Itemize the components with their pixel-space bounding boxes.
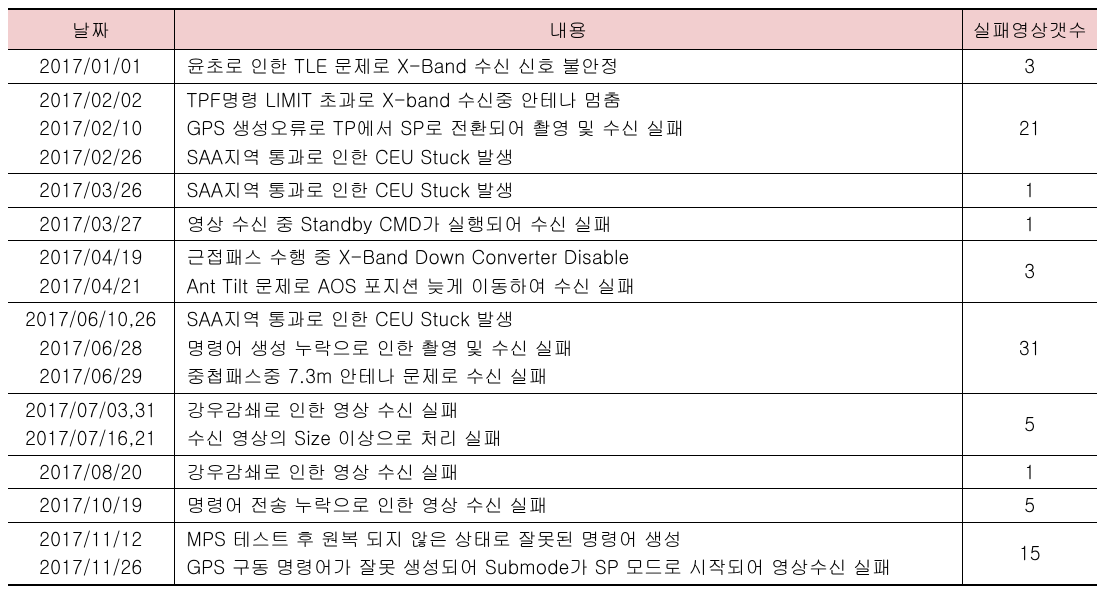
cell-date: 2017/08/20 [8, 455, 174, 489]
cell-count: 3 [962, 241, 1097, 303]
table-row: 2017/04/19 2017/04/21 근접패스 수행 중 X-Band D… [8, 241, 1097, 303]
cell-count: 21 [962, 83, 1097, 174]
table-row: 2017/01/01 윤초로 인한 TLE 문제로 X-Band 수신 신호 불… [8, 50, 1097, 84]
table-header: 날짜 내용 실패영상갯수 [8, 9, 1097, 50]
cell-content: SAA지역 통과로 인한 CEU Stuck 발생 명령어 생성 누락으로 인한… [174, 303, 962, 394]
cell-content: 강우감쇄로 인한 영상 수신 실패 [174, 455, 962, 489]
cell-date: 2017/03/26 [8, 174, 174, 208]
table-row: 2017/07/03,31 2017/07/16,21 강우감쇄로 인한 영상 … [8, 393, 1097, 455]
cell-count: 1 [962, 455, 1097, 489]
table-row: 2017/03/26 SAA지역 통과로 인한 CEU Stuck 발생 1 [8, 174, 1097, 208]
cell-content: 윤초로 인한 TLE 문제로 X-Band 수신 신호 불안정 [174, 50, 962, 84]
cell-count: 1 [962, 174, 1097, 208]
header-content: 내용 [174, 9, 962, 50]
header-count: 실패영상갯수 [962, 9, 1097, 50]
cell-content: TPF명령 LIMIT 초과로 X-band 수신중 안테나 멈춤 GPS 생성… [174, 83, 962, 174]
cell-date: 2017/07/03,31 2017/07/16,21 [8, 393, 174, 455]
table-row: 2017/06/10,26 2017/06/28 2017/06/29 SAA지… [8, 303, 1097, 394]
table-body: 2017/01/01 윤초로 인한 TLE 문제로 X-Band 수신 신호 불… [8, 50, 1097, 585]
cell-content: 강우감쇄로 인한 영상 수신 실패 수신 영상의 Size 이상으로 처리 실패 [174, 393, 962, 455]
cell-content: SAA지역 통과로 인한 CEU Stuck 발생 [174, 174, 962, 208]
cell-date: 2017/04/19 2017/04/21 [8, 241, 174, 303]
cell-content: MPS 테스트 후 원복 되지 않은 상태로 잘못된 명령어 생성 GPS 구동… [174, 522, 962, 585]
cell-date: 2017/06/10,26 2017/06/28 2017/06/29 [8, 303, 174, 394]
cell-count: 31 [962, 303, 1097, 394]
cell-content: 명령어 전송 누락으로 인한 영상 수신 실패 [174, 489, 962, 523]
cell-count: 15 [962, 522, 1097, 585]
cell-count: 1 [962, 207, 1097, 241]
table-row: 2017/10/19 명령어 전송 누락으로 인한 영상 수신 실패 5 [8, 489, 1097, 523]
cell-content: 근접패스 수행 중 X-Band Down Converter Disable … [174, 241, 962, 303]
cell-date: 2017/02/02 2017/02/10 2017/02/26 [8, 83, 174, 174]
failure-log-table: 날짜 내용 실패영상갯수 2017/01/01 윤초로 인한 TLE 문제로 X… [8, 8, 1097, 586]
header-date: 날짜 [8, 9, 174, 50]
cell-date: 2017/10/19 [8, 489, 174, 523]
cell-count: 5 [962, 393, 1097, 455]
table-row: 2017/03/27 영상 수신 중 Standby CMD가 실행되어 수신 … [8, 207, 1097, 241]
cell-count: 5 [962, 489, 1097, 523]
table-row: 2017/02/02 2017/02/10 2017/02/26 TPF명령 L… [8, 83, 1097, 174]
table-row: 2017/11/12 2017/11/26 MPS 테스트 후 원복 되지 않은… [8, 522, 1097, 585]
cell-content: 영상 수신 중 Standby CMD가 실행되어 수신 실패 [174, 207, 962, 241]
table-row: 2017/08/20 강우감쇄로 인한 영상 수신 실패 1 [8, 455, 1097, 489]
cell-date: 2017/03/27 [8, 207, 174, 241]
cell-count: 3 [962, 50, 1097, 84]
cell-date: 2017/11/12 2017/11/26 [8, 522, 174, 585]
cell-date: 2017/01/01 [8, 50, 174, 84]
